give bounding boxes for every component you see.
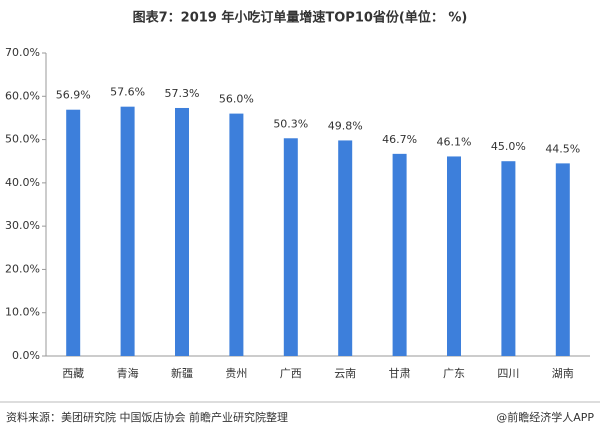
x-tick-label: 广东 xyxy=(443,367,465,380)
value-label: 49.8% xyxy=(328,119,363,132)
x-tick-label: 四川 xyxy=(497,367,519,380)
bar xyxy=(338,140,353,356)
value-label: 50.3% xyxy=(273,117,308,130)
x-tick-label: 湖南 xyxy=(552,367,574,380)
value-label: 46.7% xyxy=(382,133,417,146)
y-tick-label: 50.0% xyxy=(5,133,40,146)
value-label: 57.6% xyxy=(110,86,145,99)
bar xyxy=(175,107,189,356)
x-tick-label: 甘肃 xyxy=(389,367,411,380)
x-tick-label: 云南 xyxy=(334,367,356,380)
value-label: 56.9% xyxy=(56,89,91,102)
value-label: 56.0% xyxy=(219,93,254,106)
value-label: 44.5% xyxy=(545,142,580,155)
y-tick-label: 30.0% xyxy=(5,219,40,232)
value-label: 57.3% xyxy=(165,87,200,100)
chart-title: 图表7：2019 年小吃订单量增速TOP10省份(单位： %) xyxy=(133,10,468,26)
bar xyxy=(229,113,244,356)
y-tick-label: 0.0% xyxy=(12,349,40,362)
x-tick-label: 新疆 xyxy=(171,366,193,380)
bar xyxy=(120,106,135,356)
x-tick-label: 广西 xyxy=(280,367,302,380)
value-label: 45.0% xyxy=(491,140,526,153)
value-label: 46.1% xyxy=(437,135,472,148)
credit: @前瞻经济学人APP xyxy=(496,410,594,424)
bar xyxy=(555,163,570,356)
source: 资料来源：美团研究院 中国饭店协会 前瞻产业研究院整理 xyxy=(6,410,288,424)
bar xyxy=(66,109,81,356)
y-tick-label: 40.0% xyxy=(5,176,40,189)
x-tick-label: 西藏 xyxy=(62,367,84,380)
x-tick-label: 青海 xyxy=(117,366,139,380)
y-tick-label: 60.0% xyxy=(5,89,40,102)
y-tick-label: 70.0% xyxy=(5,46,40,59)
bar xyxy=(392,153,407,356)
y-tick-label: 20.0% xyxy=(5,262,40,275)
bar xyxy=(501,161,516,356)
bar xyxy=(283,138,298,356)
x-tick-label: 贵州 xyxy=(225,367,247,380)
bar xyxy=(447,156,461,356)
y-tick-label: 10.0% xyxy=(5,306,40,319)
